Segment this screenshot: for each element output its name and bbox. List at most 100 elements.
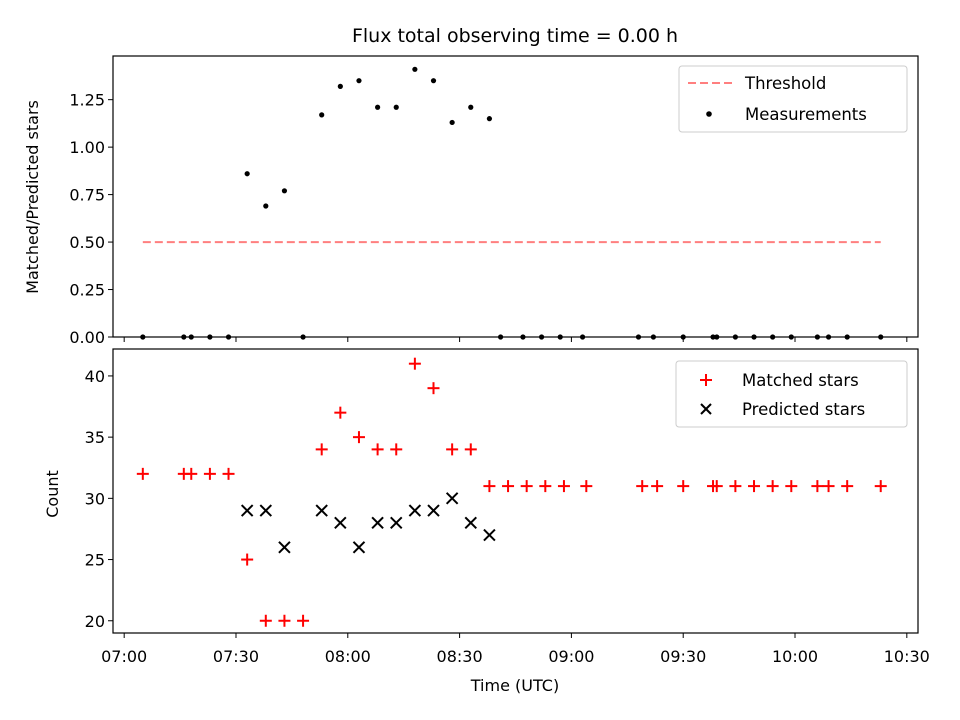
measurement-point — [181, 334, 187, 340]
series-matched-stars — [136, 357, 887, 627]
chart-title: Flux total observing time = 0.00 h — [352, 25, 678, 47]
predicted-point — [445, 492, 459, 505]
matched-point — [710, 480, 723, 493]
predicted-point — [259, 504, 273, 517]
measurement-point — [635, 334, 642, 340]
matched-point — [636, 480, 649, 493]
measurement-point — [579, 334, 586, 340]
matched-point — [203, 467, 216, 480]
matched-point — [677, 480, 690, 493]
threshold-legend-label: Threshold — [744, 74, 826, 93]
matched-point — [352, 431, 365, 444]
measurement-point — [710, 334, 716, 340]
matched-point — [297, 614, 310, 627]
y-tick-label: 0.00 — [69, 328, 105, 347]
matched-point — [136, 467, 149, 480]
matched-point — [557, 480, 570, 493]
ratio-y-axis-label: Matched/Predicted stars — [23, 100, 42, 294]
count-panel: 20 25 30 35 40 07:00 07:30 08:00 08:30 09:00 09:3… — [43, 348, 930, 695]
measurement-point — [207, 334, 213, 340]
measurement-point — [263, 203, 269, 209]
measurement-point — [732, 334, 738, 340]
measurement-point — [337, 83, 343, 89]
measurement-point — [468, 104, 474, 110]
predicted-point — [334, 516, 347, 530]
measurement-point — [714, 334, 720, 340]
predicted-point — [240, 504, 254, 517]
measurement-point — [393, 104, 399, 110]
predicted-point — [352, 541, 366, 554]
matched-point — [520, 480, 533, 493]
ratio-legend: Threshold Measurements — [678, 65, 908, 133]
predicted-point — [408, 504, 422, 517]
predicted-point — [371, 516, 384, 530]
measurements-legend-label: Measurements — [745, 105, 867, 124]
measurement-point — [486, 116, 493, 122]
y-tick-label: 40 — [85, 367, 105, 386]
measurement-point — [375, 104, 381, 110]
measurement-point — [356, 78, 362, 84]
measurement-point — [140, 334, 146, 340]
count-plot-area — [112, 348, 919, 634]
matched-point — [483, 480, 496, 493]
measurement-point — [412, 66, 418, 72]
count-legend-box — [675, 360, 908, 428]
x-tick-label: 08:00 — [325, 647, 371, 666]
matched-point — [822, 480, 835, 493]
count-y-axis: 20 25 30 35 40 — [85, 367, 113, 631]
measurement-point — [557, 334, 563, 340]
plot-frame — [112, 348, 919, 634]
ratio-legend-box — [678, 65, 908, 133]
x-tick-label: 07:30 — [213, 647, 259, 666]
predicted-legend-label: Predicted stars — [742, 400, 865, 419]
matched-point — [408, 357, 421, 370]
y-tick-label: 0.75 — [69, 186, 105, 205]
predicted-point — [464, 516, 477, 530]
y-tick-label: 0.50 — [69, 233, 105, 252]
measurement-point — [497, 334, 504, 340]
ratio-panel: Flux total observing time = 0.00 h 0.00 0… — [23, 25, 919, 347]
measurement-point — [770, 334, 776, 340]
matched-point — [390, 443, 403, 456]
x-tick-label: 10:30 — [884, 647, 930, 666]
matched-point — [841, 480, 854, 493]
y-tick-label: 30 — [85, 489, 105, 508]
y-tick-label: 20 — [85, 612, 105, 631]
predicted-legend-swatch — [700, 403, 712, 415]
y-tick-label: 35 — [85, 428, 105, 447]
x-axis-label: Time (UTC) — [470, 676, 559, 695]
measurements-legend-swatch — [706, 111, 712, 117]
matched-point — [502, 480, 515, 493]
y-tick-label: 0.25 — [69, 281, 105, 300]
ratio-x-axis — [123, 337, 908, 342]
predicted-point — [427, 504, 440, 517]
matched-point — [874, 480, 887, 493]
matched-legend-swatch — [700, 374, 712, 386]
ratio-plot-area — [112, 55, 919, 340]
predicted-point — [390, 516, 403, 530]
measurement-point — [878, 334, 884, 340]
measurement-point — [244, 171, 250, 177]
measurement-point — [538, 334, 545, 340]
matched-point — [766, 480, 779, 493]
matched-point — [278, 614, 291, 627]
matched-point — [464, 443, 477, 456]
measurement-point — [430, 78, 437, 84]
y-tick-label: 1.00 — [69, 138, 105, 157]
matched-point — [334, 406, 347, 419]
predicted-point — [315, 504, 328, 517]
matched-point — [241, 553, 254, 566]
measurement-point — [225, 334, 232, 340]
measurement-point — [520, 334, 526, 340]
measurement-point — [751, 334, 757, 340]
x-tick-label: 08:30 — [437, 647, 483, 666]
measurement-point — [319, 112, 325, 118]
count-y-axis-label: Count — [43, 470, 62, 518]
measurement-point — [188, 334, 194, 340]
measurement-point — [650, 334, 656, 340]
measurement-point — [844, 334, 850, 340]
matched-point — [729, 480, 742, 493]
series-measurements — [140, 66, 884, 340]
matched-point — [539, 480, 552, 493]
matched-point — [785, 480, 798, 493]
